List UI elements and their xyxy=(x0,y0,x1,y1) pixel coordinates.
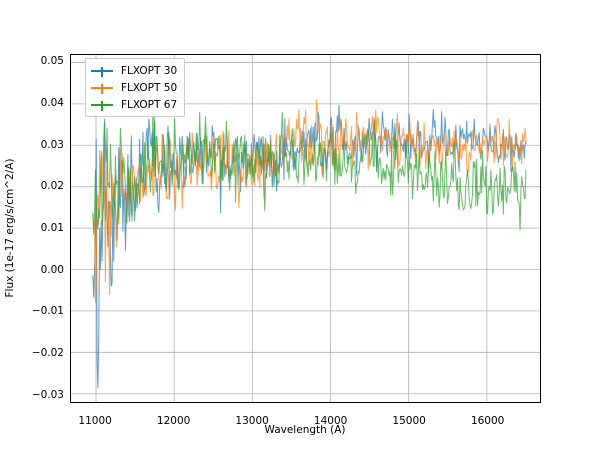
y-tick-label: −0.02 xyxy=(31,347,64,360)
legend-swatch-series-0 xyxy=(91,66,113,77)
x-axis-label: Wavelength (A) xyxy=(264,424,346,436)
x-tick-label: 16000 xyxy=(470,415,505,427)
y-tick-label: −0.01 xyxy=(31,305,64,318)
series-line-2 xyxy=(92,99,527,235)
legend-label-series-2: FLXOPT 67 xyxy=(121,98,178,111)
legend-label-series-1: FLXOPT 50 xyxy=(121,81,178,94)
x-tick-label: 12000 xyxy=(156,415,191,427)
y-tick-label: −0.03 xyxy=(31,388,64,401)
y-tick-label: 0.05 xyxy=(40,55,64,68)
legend-item: FLXOPT 50 xyxy=(91,80,177,95)
legend-swatch-series-1 xyxy=(91,83,113,94)
x-tick-label: 15000 xyxy=(392,415,426,427)
legend-label-series-0: FLXOPT 30 xyxy=(121,64,178,77)
x-tick-label: 11000 xyxy=(78,415,112,427)
chart-legend[interactable]: FLXOPT 30 FLXOPT 50 FLXOPT 67 xyxy=(85,58,186,117)
legend-swatch-series-2 xyxy=(91,100,113,111)
y-tick-label: 0.03 xyxy=(40,138,64,151)
legend-item: FLXOPT 30 xyxy=(91,63,177,78)
y-axis-label: Flux (1e-17 erg/s/cm^2/A) xyxy=(4,158,16,298)
legend-item: FLXOPT 67 xyxy=(91,97,177,112)
y-tick-label: 0.04 xyxy=(40,97,64,110)
